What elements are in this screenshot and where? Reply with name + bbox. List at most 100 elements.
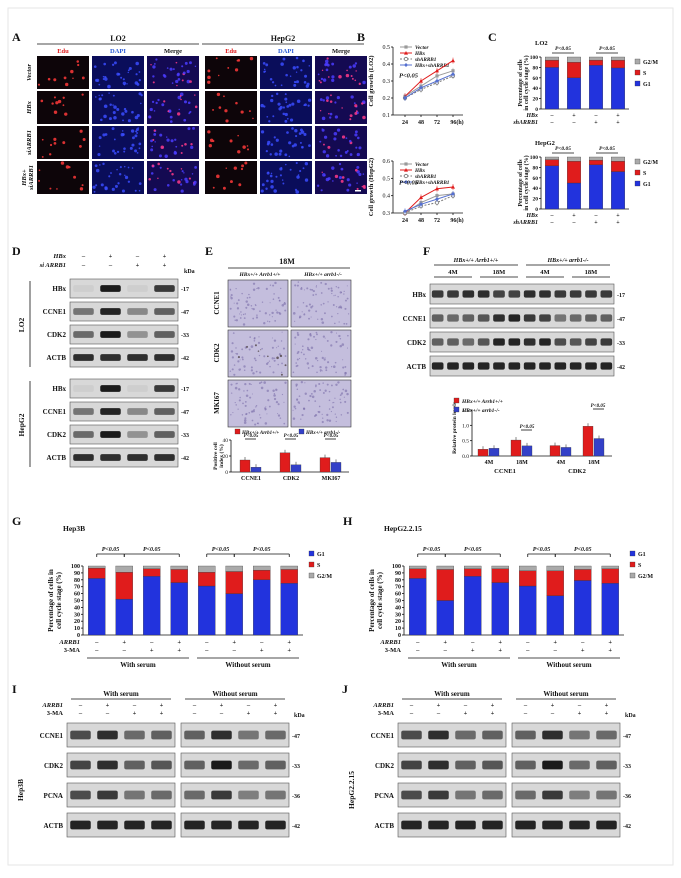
blot-band [428, 790, 449, 800]
cell-nucleus [53, 96, 56, 99]
tissue-texture [324, 282, 327, 286]
tissue-texture [277, 413, 279, 415]
blot-band [73, 285, 94, 292]
stacked-bar-segment [143, 565, 161, 569]
cell-nucleus [348, 139, 352, 143]
blot-band [554, 362, 567, 370]
group-label: With serum [434, 690, 470, 698]
tissue-texture [322, 417, 324, 419]
cell-nucleus [166, 183, 170, 187]
blot-band [70, 790, 91, 800]
tissue-texture [271, 316, 273, 318]
chart-title: 18M [279, 257, 295, 266]
legend-label: G2/M [643, 160, 658, 166]
tissue-texture [254, 359, 257, 362]
y-tick-label: 0 [77, 633, 80, 639]
cell-nucleus [103, 62, 107, 66]
sign-label: + [150, 647, 154, 654]
tissue-texture [264, 422, 268, 425]
cell-nucleus [267, 171, 270, 174]
blot-band [455, 760, 476, 770]
band-label: PCNA [44, 792, 63, 800]
band-label: CCNE1 [40, 732, 64, 740]
cell-nucleus [233, 166, 237, 170]
y-tick-label: 20 [533, 197, 539, 203]
tissue-texture [234, 386, 238, 390]
cell-nucleus [340, 167, 344, 171]
blot-band [585, 314, 597, 322]
cell-nucleus [349, 118, 352, 121]
blot-band [97, 790, 118, 800]
tissue-texture [269, 284, 272, 286]
sign-label: – [415, 639, 420, 646]
stacked-bar-segment [574, 580, 592, 636]
cell-nucleus [346, 69, 348, 72]
legend-label: HBx+/+ arrb1-/- [461, 408, 500, 414]
cell-nucleus [107, 84, 111, 89]
bar [582, 426, 594, 457]
column-label: DAPI [278, 48, 294, 55]
sign-label: – [94, 647, 99, 654]
cell-nucleus [158, 154, 162, 158]
tissue-texture [337, 296, 339, 298]
blot-band [569, 820, 590, 830]
cell-nucleus [77, 63, 80, 67]
sign-label: – [81, 262, 86, 269]
cell-nucleus [325, 68, 329, 72]
y-tick-label: 40 [395, 605, 401, 611]
cell-nucleus [122, 133, 125, 136]
tissue-texture [273, 359, 276, 362]
tissue-texture [338, 321, 340, 323]
sign-label: – [78, 710, 83, 717]
cell-nucleus [246, 145, 249, 147]
tissue-texture [324, 337, 326, 339]
cell-nucleus [114, 61, 117, 65]
blot-band [569, 790, 590, 800]
legend-swatch [634, 180, 641, 187]
cell-nucleus [169, 115, 173, 119]
cell-nucleus [152, 81, 155, 84]
y-tick-label: 80 [533, 65, 539, 71]
tissue-texture [279, 417, 282, 419]
blot-band [428, 820, 449, 830]
cell-nucleus [323, 174, 326, 177]
y-axis-label: Percentage of cells in [368, 569, 376, 632]
cell-nucleus [305, 84, 309, 88]
cell-nucleus [138, 79, 141, 82]
p-value-label: P<0.05 [464, 547, 482, 553]
stacked-bar-segment [253, 579, 271, 636]
cell-nucleus [235, 101, 238, 105]
y-tick-label: 20 [223, 454, 229, 460]
tissue-texture [307, 338, 310, 341]
tissue-texture [260, 381, 263, 384]
cell-nucleus [194, 65, 197, 68]
cell-nucleus [79, 145, 82, 148]
cell-nucleus [326, 99, 329, 102]
cell-nucleus [169, 169, 172, 173]
cell-nucleus [299, 141, 302, 144]
tissue-texture [321, 356, 324, 360]
cell-nucleus [131, 110, 134, 114]
tissue-texture [265, 287, 268, 291]
cell-nucleus [134, 149, 138, 153]
tissue-texture [311, 305, 314, 307]
cell-nucleus [331, 78, 335, 82]
cell-nucleus [361, 102, 364, 105]
kda-marker: -42 [292, 824, 300, 830]
cell-nucleus [273, 189, 277, 193]
stacked-bar-segment [170, 565, 188, 570]
y-tick-label: 60 [533, 176, 539, 182]
stacked-bar-segment [546, 565, 564, 571]
tissue-texture [301, 345, 304, 348]
tissue-texture [272, 298, 275, 301]
tissue-texture [317, 410, 321, 414]
sign-label: + [608, 639, 612, 646]
tissue-texture [317, 318, 319, 320]
row-label: HBx+ [21, 169, 28, 187]
cell-nucleus [53, 110, 58, 114]
group-label: HBx+/+ arrb1-/- [546, 258, 588, 264]
tissue-texture [345, 322, 348, 325]
tissue-texture [241, 356, 244, 359]
cell-nucleus [166, 136, 168, 138]
blot-band [100, 354, 121, 361]
